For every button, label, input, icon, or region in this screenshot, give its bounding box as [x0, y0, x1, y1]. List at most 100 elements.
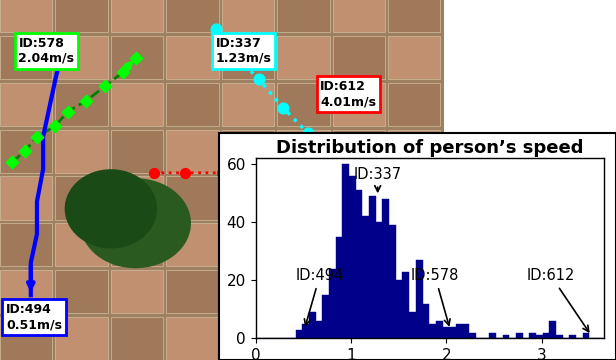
Point [328, 156, 338, 161]
Bar [0, 130, 52, 173]
Bar [389, 225, 396, 338]
Text: ID:337: ID:337 [354, 167, 402, 192]
Bar [436, 321, 442, 338]
Bar [543, 333, 549, 338]
Bar [277, 83, 330, 126]
Text: ID:494
0.51m/s: ID:494 0.51m/s [6, 303, 62, 331]
Bar [55, 223, 108, 266]
Ellipse shape [65, 169, 157, 248]
Bar [333, 270, 385, 313]
Bar [55, 0, 108, 32]
Bar [333, 176, 385, 220]
Bar [333, 36, 385, 79]
Bar [333, 130, 385, 173]
Bar [388, 130, 440, 173]
Bar [166, 317, 219, 360]
Point [100, 84, 110, 89]
Point [211, 26, 221, 32]
Point [131, 55, 140, 60]
Bar [0, 317, 52, 360]
Bar [222, 176, 274, 220]
Text: ID:337
1.23m/s: ID:337 1.23m/s [216, 37, 272, 65]
Bar [166, 223, 219, 266]
Bar [0, 0, 444, 360]
Bar [0, 0, 52, 32]
Bar [423, 303, 429, 338]
Bar [316, 321, 322, 338]
Bar [277, 223, 330, 266]
Text: ID:612: ID:612 [527, 268, 589, 332]
Bar [549, 321, 556, 338]
Bar [277, 0, 330, 32]
Bar [0, 270, 52, 313]
Bar [333, 223, 385, 266]
Bar [0, 223, 52, 266]
Bar [55, 317, 108, 360]
Bar [516, 333, 522, 338]
Bar [277, 36, 330, 79]
Bar [388, 270, 440, 313]
Bar [277, 176, 330, 220]
Bar [111, 83, 163, 126]
Point [118, 69, 128, 75]
Bar [333, 0, 385, 32]
Point [51, 123, 60, 129]
Bar [302, 324, 309, 338]
Point [291, 174, 301, 179]
Bar [388, 317, 440, 360]
Bar [463, 324, 469, 338]
Bar [166, 0, 219, 32]
Bar [376, 222, 383, 338]
Text: ID:494: ID:494 [296, 268, 344, 325]
Bar [369, 196, 376, 338]
Point [149, 170, 159, 176]
Bar [456, 324, 463, 338]
Point [7, 159, 17, 165]
Point [63, 109, 73, 114]
Bar [55, 130, 108, 173]
Bar [277, 270, 330, 313]
Bar [402, 272, 409, 338]
Bar [222, 83, 274, 126]
Bar [55, 36, 108, 79]
Bar [166, 36, 219, 79]
Point [395, 181, 405, 186]
Bar [166, 130, 219, 173]
Bar [166, 83, 219, 126]
Point [426, 181, 436, 186]
Point [20, 148, 30, 154]
Point [180, 170, 190, 176]
Bar [55, 270, 108, 313]
Bar [416, 260, 423, 338]
Bar [362, 216, 369, 338]
Bar [222, 317, 274, 360]
Bar [503, 336, 509, 338]
Point [365, 199, 375, 204]
Bar [222, 270, 274, 313]
Bar [396, 280, 402, 338]
Text: ID:612
4.01m/s: ID:612 4.01m/s [320, 80, 376, 108]
Bar [388, 0, 440, 32]
Point [254, 76, 264, 82]
Ellipse shape [80, 178, 191, 268]
Bar [583, 333, 590, 338]
Point [217, 170, 227, 176]
Bar [222, 223, 274, 266]
Bar [166, 270, 219, 313]
Bar [336, 237, 342, 338]
Bar [388, 176, 440, 220]
Bar [449, 327, 456, 338]
Point [365, 177, 375, 183]
Bar [349, 176, 356, 338]
Bar [222, 36, 274, 79]
Bar [429, 324, 436, 338]
Point [346, 177, 356, 183]
Point [303, 130, 313, 136]
Bar [111, 36, 163, 79]
Bar [222, 130, 274, 173]
Bar [0, 176, 52, 220]
Bar [388, 83, 440, 126]
Bar [0, 36, 52, 79]
Bar [322, 295, 329, 338]
Bar [529, 333, 536, 338]
